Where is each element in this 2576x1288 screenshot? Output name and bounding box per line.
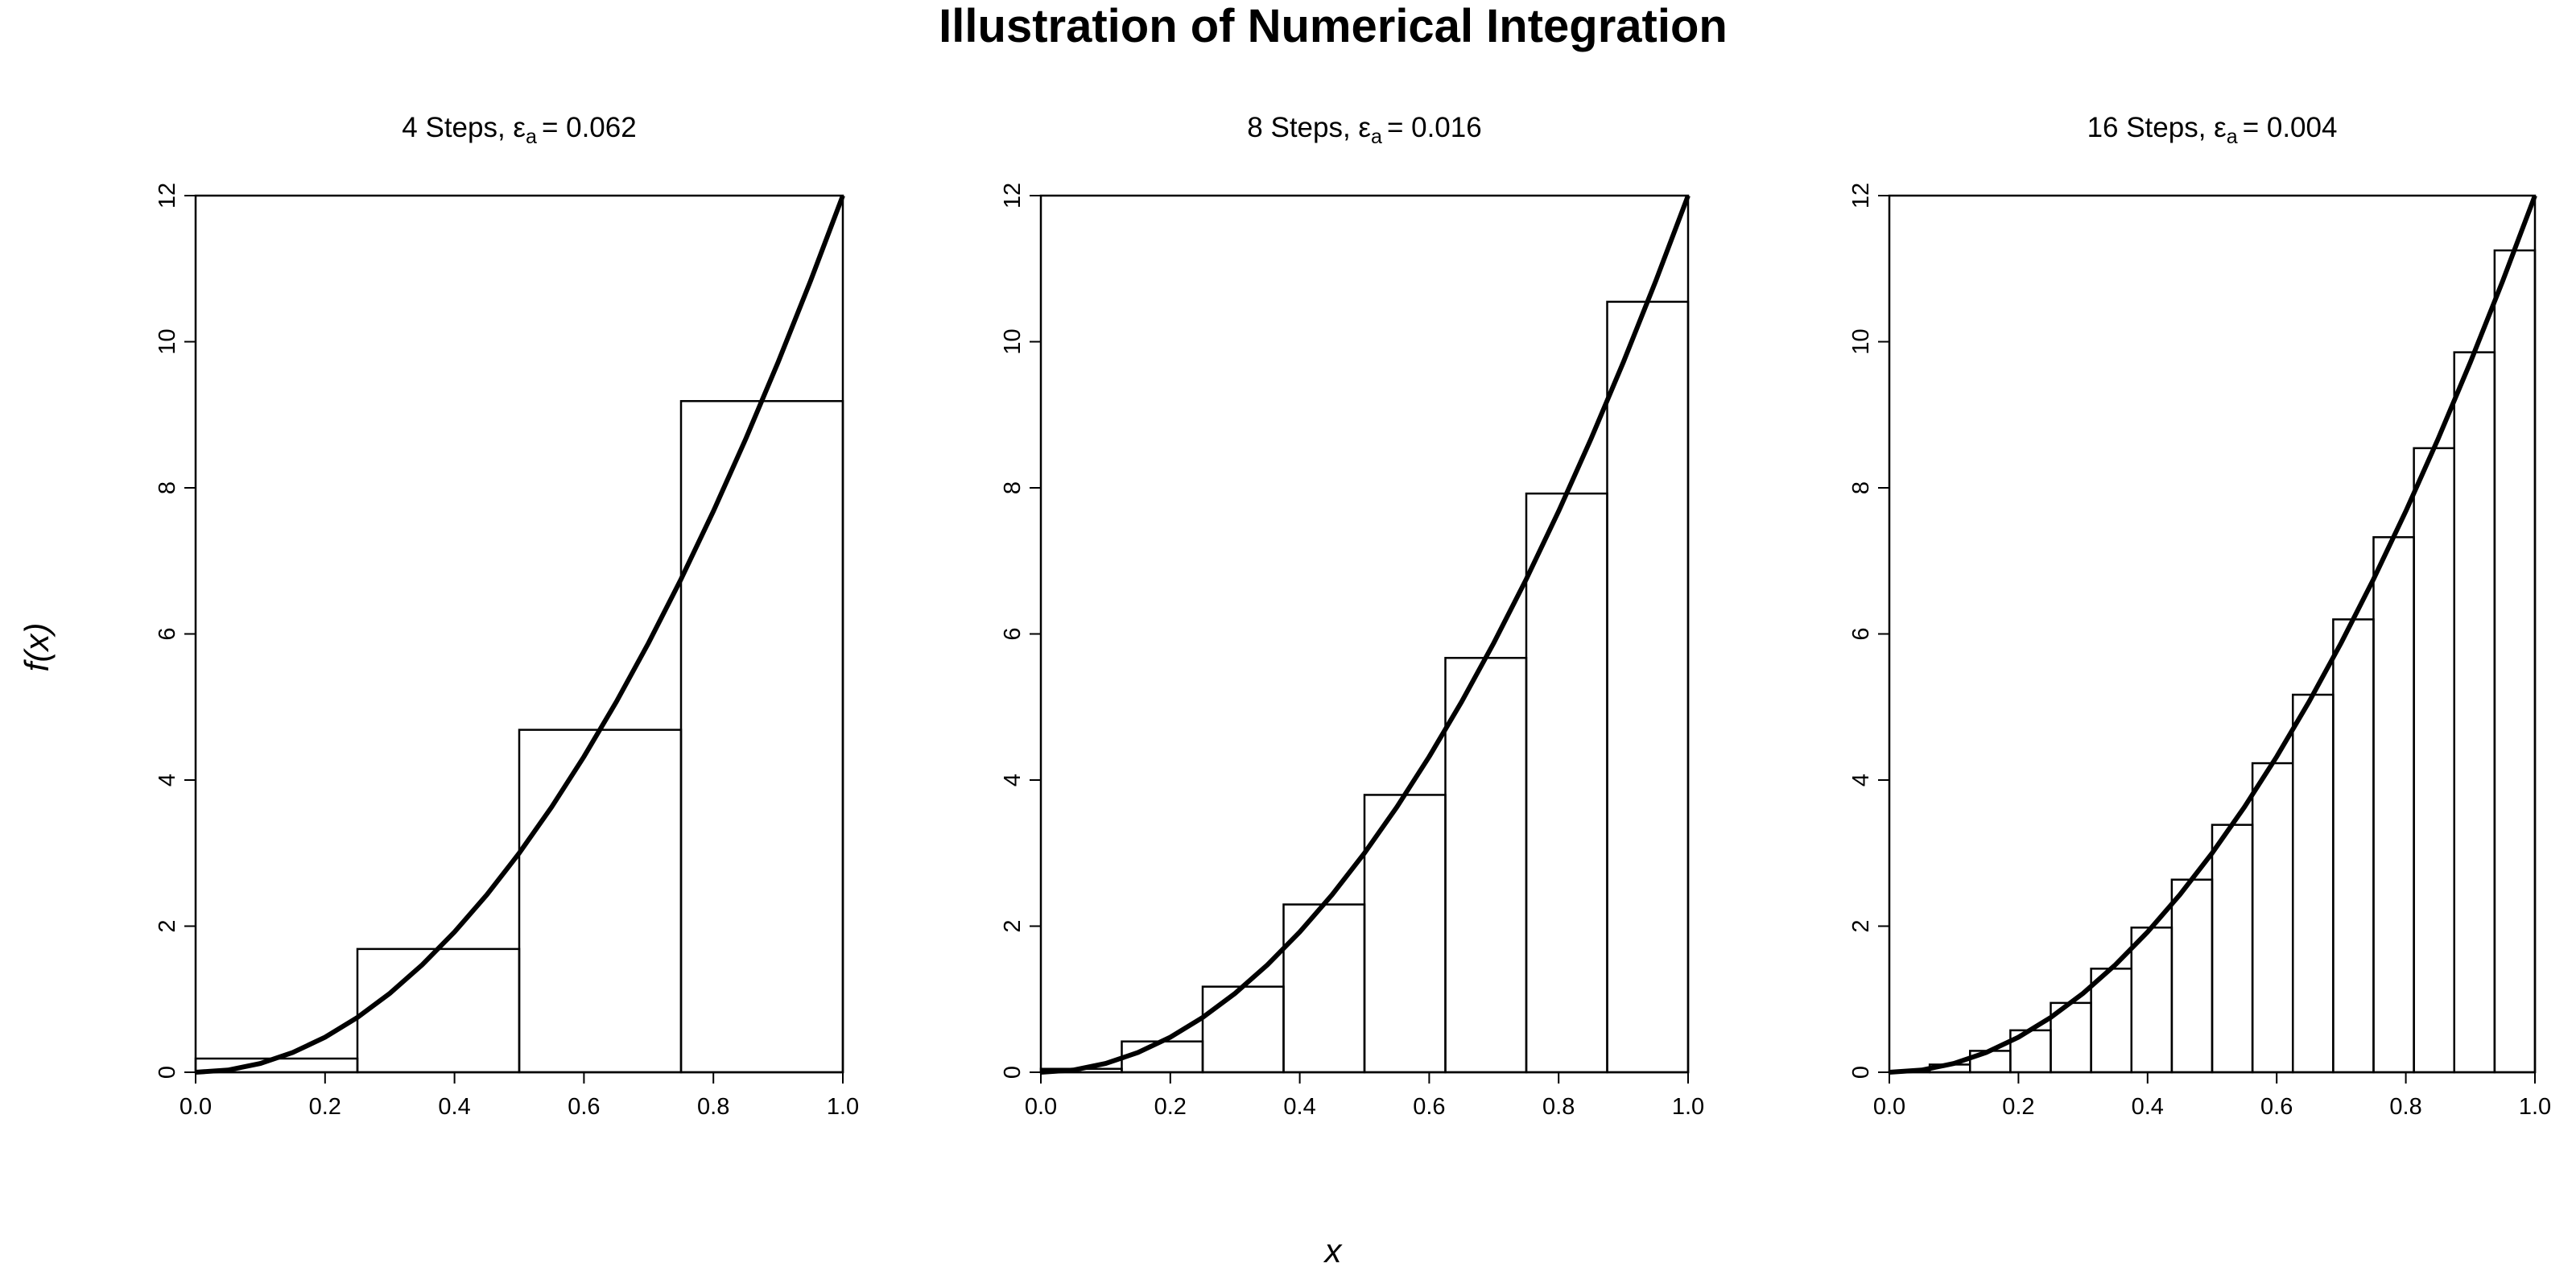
y-tick-label: 4: [155, 774, 180, 786]
x-tick-label: 0.4: [1283, 1094, 1315, 1120]
x-tick-label: 1.0: [827, 1094, 859, 1120]
y-tick-label: 6: [1000, 627, 1026, 640]
curve: [195, 194, 845, 1075]
title-text: 4 Steps, ε: [402, 112, 526, 143]
y-tick-label: 4: [1000, 774, 1026, 786]
x-tick-label: 0.2: [309, 1094, 341, 1120]
panel-title: 4 Steps, εa = 0.062: [402, 112, 636, 148]
x-tick-label: 0.2: [1154, 1094, 1187, 1120]
title-rest: = 0.004: [2243, 112, 2338, 143]
x-tick-label: 0.6: [1413, 1094, 1445, 1120]
y-tick-label: 4: [1848, 774, 1874, 786]
y-tick-label: 8: [1848, 481, 1874, 494]
y-tick-label: 12: [1000, 183, 1026, 208]
curve: [1889, 194, 2537, 1075]
y-tick-label: 8: [1000, 481, 1026, 494]
x-axis-label: x: [1323, 1232, 1344, 1269]
y-tick-label: 12: [1848, 183, 1874, 208]
plot-frame: [1888, 194, 2537, 1074]
y-tick-label: 2: [155, 919, 180, 932]
y-tick-label: 10: [1000, 328, 1026, 354]
x-tick-label: 1.0: [1672, 1094, 1704, 1120]
x-tick-label: 0.6: [568, 1094, 600, 1120]
curve: [1040, 194, 1690, 1075]
x-tick-label: 0.4: [438, 1094, 470, 1120]
x-tick-label: 1.0: [2519, 1094, 2551, 1120]
title-text: 16 Steps, ε: [2087, 112, 2227, 143]
y-tick-label: 0: [1848, 1066, 1874, 1079]
title-subscript: a: [526, 126, 537, 148]
title-rest: = 0.016: [1387, 112, 1482, 143]
y-tick-label: 2: [1848, 919, 1874, 932]
y-tick-label: 12: [155, 183, 180, 208]
y-tick-label: 2: [1000, 919, 1026, 932]
y-axis-label: f(x): [18, 623, 56, 672]
x-tick-label: 0.8: [2389, 1094, 2421, 1120]
y-tick-label: 6: [155, 627, 180, 640]
title-subscript: a: [1371, 126, 1382, 148]
panel-title: 16 Steps, εa = 0.004: [2087, 112, 2338, 148]
x-tick-label: 0.8: [1542, 1094, 1575, 1120]
panel-title: 8 Steps, εa = 0.016: [1247, 112, 1481, 148]
x-tick-label: 0.4: [2132, 1094, 2164, 1120]
y-tick-label: 8: [155, 481, 180, 494]
y-tick-label: 10: [1848, 328, 1874, 354]
title-rest: = 0.062: [542, 112, 637, 143]
x-tick-label: 0.0: [1025, 1094, 1057, 1120]
x-tick-label: 0.2: [2002, 1094, 2034, 1120]
y-tick-label: 0: [1000, 1066, 1026, 1079]
y-tick-label: 6: [1848, 627, 1874, 640]
y-tick-label: 0: [155, 1066, 180, 1079]
y-tick-label: 10: [155, 328, 180, 354]
title-subscript: a: [2227, 126, 2238, 148]
x-tick-label: 0.0: [1873, 1094, 1905, 1120]
x-tick-label: 0.8: [697, 1094, 729, 1120]
x-tick-label: 0.6: [2260, 1094, 2293, 1120]
x-tick-label: 0.0: [180, 1094, 212, 1120]
plot-frame: [1039, 194, 1690, 1074]
title-text: 8 Steps, ε: [1247, 112, 1371, 143]
main-title: Illustration of Numerical Integration: [939, 0, 1728, 52]
plot-frame: [194, 194, 844, 1074]
